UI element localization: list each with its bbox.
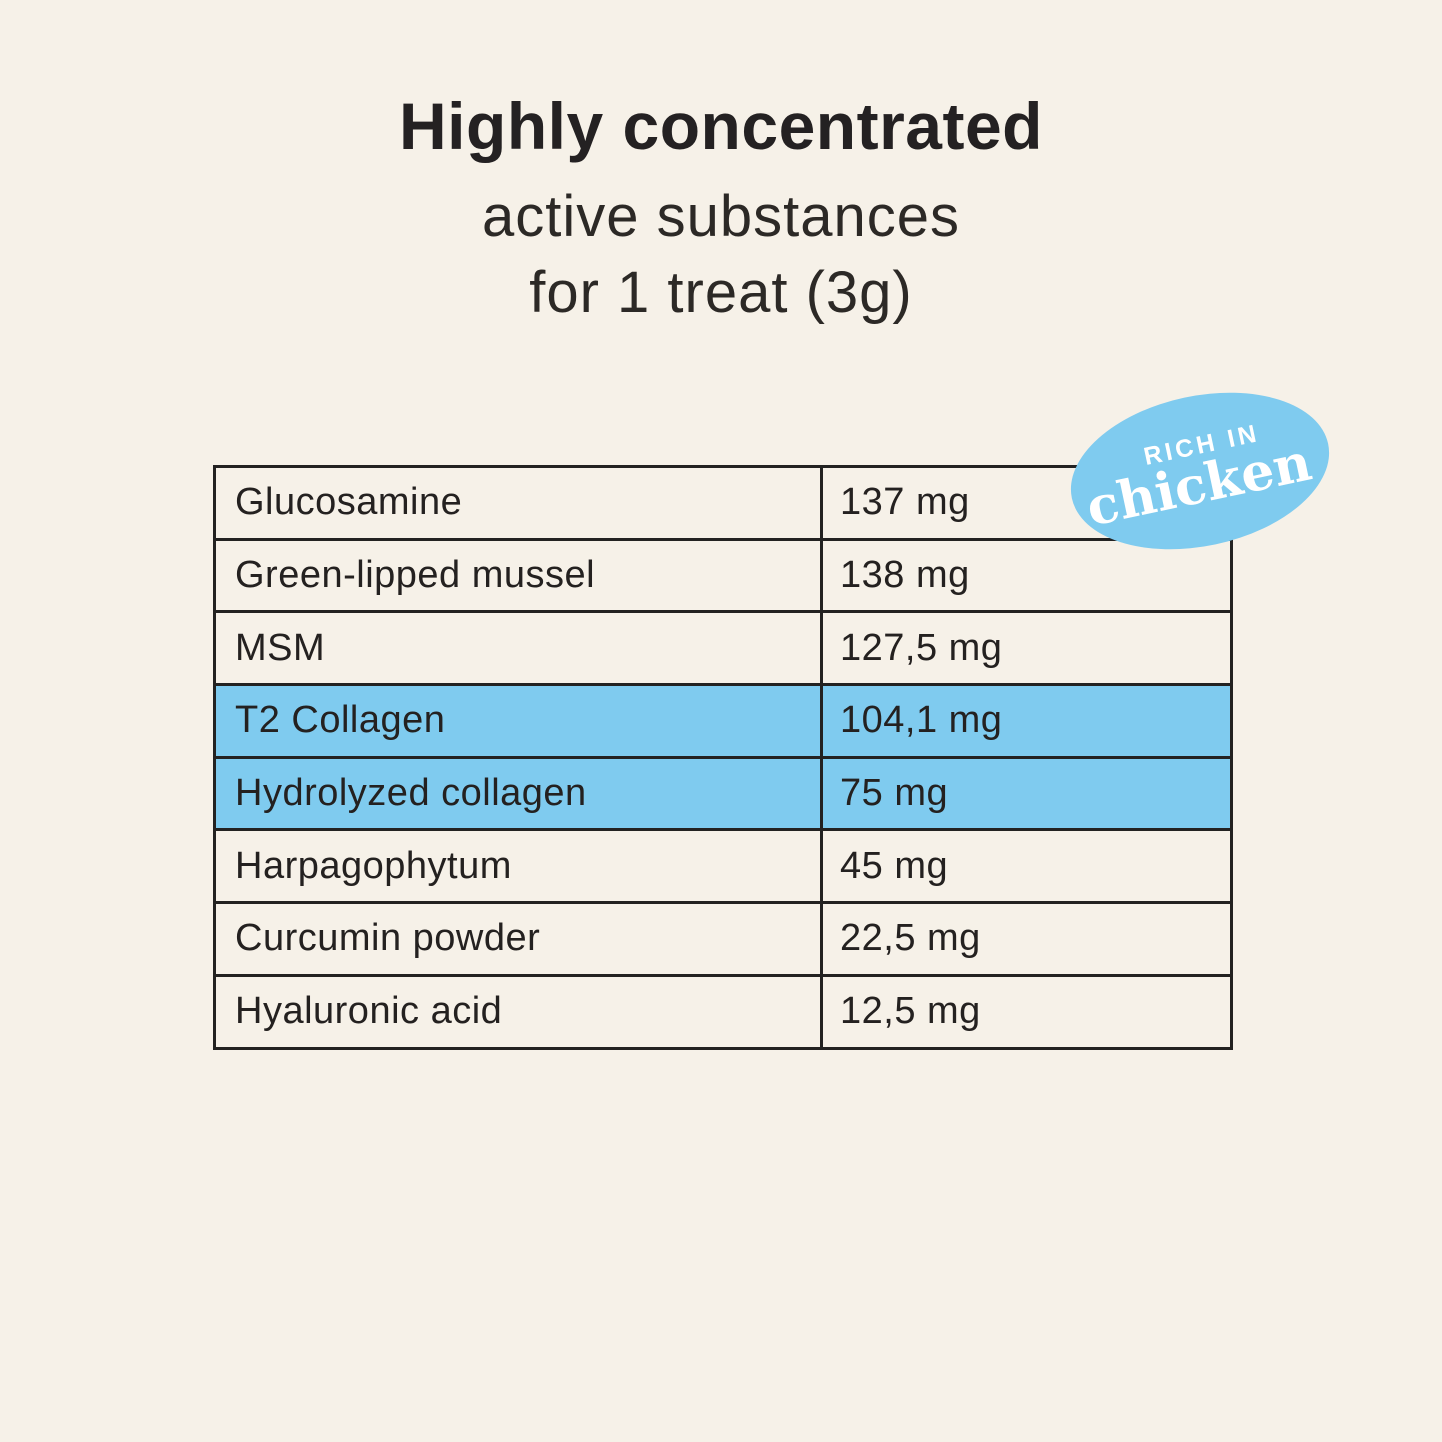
ingredient-cell: Green-lipped mussel bbox=[213, 537, 823, 614]
amount-cell: 22,5 mg bbox=[820, 901, 1233, 977]
ingredient-cell: MSM bbox=[213, 610, 823, 687]
subtitle-line-2: for 1 treat (3g) bbox=[529, 260, 913, 326]
ingredient-cell: Glucosamine bbox=[213, 465, 823, 541]
ingredient-cell: Hydrolyzed collagen bbox=[213, 755, 823, 832]
ingredient-cell: Harpagophytum bbox=[213, 828, 823, 905]
amount-cell: 104,1 mg bbox=[820, 683, 1233, 759]
table-row: Green-lipped mussel 138 mg bbox=[213, 537, 1233, 614]
table-row: Curcumin powder 22,5 mg bbox=[213, 901, 1233, 977]
title-block: Highly concentrated active substances fo… bbox=[0, 90, 1442, 332]
page-title: Highly concentrated bbox=[399, 89, 1043, 163]
amount-cell: 138 mg bbox=[820, 537, 1233, 614]
amount-cell: 12,5 mg bbox=[820, 973, 1233, 1050]
table-row: MSM 127,5 mg bbox=[213, 610, 1233, 687]
ingredient-cell: T2 Collagen bbox=[213, 683, 823, 759]
amount-cell: 45 mg bbox=[820, 828, 1233, 905]
subtitle-line-1: active substances bbox=[481, 183, 961, 249]
table-row: T2 Collagen 104,1 mg bbox=[213, 683, 1233, 759]
table-row: Hyaluronic acid 12,5 mg bbox=[213, 973, 1233, 1050]
table-row: Harpagophytum 45 mg bbox=[213, 828, 1233, 905]
ingredient-cell: Curcumin powder bbox=[213, 901, 823, 977]
amount-cell: 75 mg bbox=[820, 755, 1233, 832]
ingredients-table: Glucosamine 137 mg Green-lipped mussel 138 … bbox=[213, 465, 1233, 1050]
amount-cell: 127,5 mg bbox=[820, 610, 1233, 687]
page-subtitle: active substances for 1 treat (3g) bbox=[0, 179, 1442, 332]
table-row: Hydrolyzed collagen 75 mg bbox=[213, 755, 1233, 832]
ingredient-cell: Hyaluronic acid bbox=[213, 973, 823, 1050]
